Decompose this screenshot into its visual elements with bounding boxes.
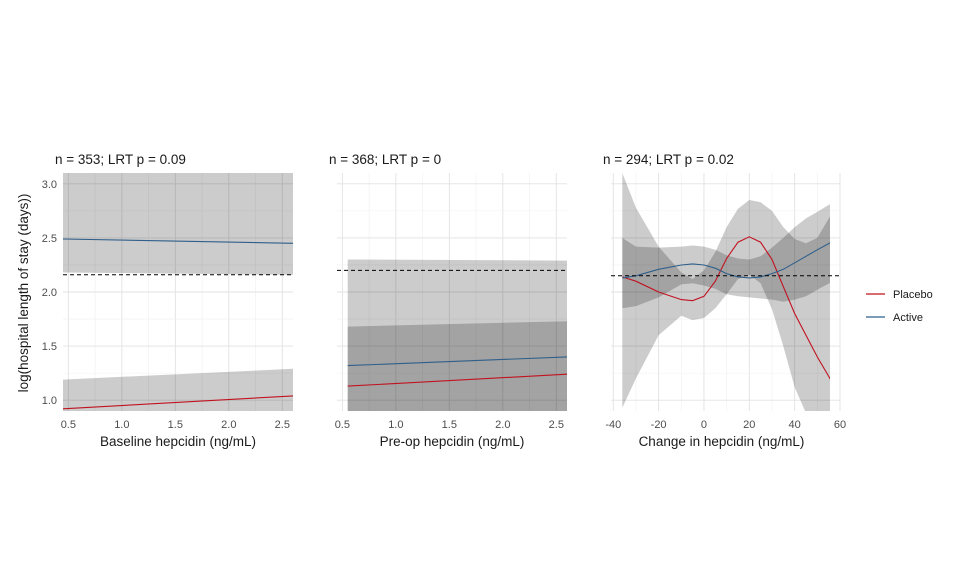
series-line-active [347, 356, 567, 367]
y-tick-label: 1.0 [42, 395, 57, 407]
panel-title: n = 353; LRT p = 0.09 [55, 152, 186, 167]
legend-label-placebo: Placebo [893, 289, 933, 301]
x-tick-label: -40 [605, 419, 621, 431]
x-tick-label: 0 [701, 419, 707, 431]
series-line-active [622, 242, 830, 279]
series-line-placebo [347, 373, 567, 387]
chart-panel-2: n = 368; LRT p = 0 0.5 1.0 1.5 2.0 2.5 Pre-op … [329, 152, 567, 449]
confidence-band-placebo [347, 321, 567, 411]
legend: Placebo Active [866, 289, 933, 324]
x-axis-title: Change in hepcidin (ng/mL) [639, 434, 805, 449]
gridlines [611, 173, 841, 411]
gridlines [337, 173, 567, 411]
x-axis-title: Pre-op hepcidin (ng/mL) [380, 434, 525, 449]
y-tick-label: 1.5 [42, 341, 57, 353]
x-tick-label: 0.5 [335, 419, 350, 431]
y-tick-label: 3.0 [42, 179, 57, 191]
series-line-placebo [63, 395, 293, 410]
x-tick-label: 2.5 [275, 419, 290, 431]
x-tick-label: 60 [834, 419, 846, 431]
gridlines [63, 173, 293, 411]
legend-label-active: Active [893, 312, 923, 324]
series-line-placebo [622, 236, 830, 380]
x-tick-label: -20 [651, 419, 667, 431]
chart-panel-1: n = 353; LRT p = 0.09 0.5 1.0 1.5 2.0 2.5 1.0 1… [42, 152, 293, 449]
x-tick-label: 20 [743, 419, 755, 431]
chart-panel-3: n = 294; LRT p = 0.02 -40 -20 0 20 40 60 Change… [603, 152, 846, 449]
panels-layer: n = 353; LRT p = 0.09 0.5 1.0 1.5 2.0 2.5 1.0 1… [42, 152, 846, 449]
x-tick-label: 40 [789, 419, 801, 431]
confidence-band-placebo [622, 173, 830, 411]
x-tick-label: 1.5 [442, 419, 457, 431]
panel-title: n = 294; LRT p = 0.02 [603, 152, 734, 167]
y-tick-label: 2.5 [42, 233, 57, 245]
confidence-band-active [347, 259, 567, 411]
confidence-band-placebo [63, 368, 293, 411]
panel-title: n = 368; LRT p = 0 [329, 152, 441, 167]
y-tick-label: 2.0 [42, 287, 57, 299]
x-tick-label: 1.0 [388, 419, 403, 431]
x-tick-label: 1.5 [168, 419, 183, 431]
x-tick-label: 1.0 [114, 419, 129, 431]
confidence-band-active [63, 173, 293, 275]
plot-area [622, 173, 830, 411]
y-axis-title: log(hospital length of stay (days)) [16, 194, 31, 393]
confidence-band-active [622, 204, 830, 309]
x-tick-label: 2.0 [221, 419, 236, 431]
x-axis-title: Baseline hepcidin (ng/mL) [100, 434, 256, 449]
x-tick-label: 2.5 [549, 419, 564, 431]
x-tick-label: 0.5 [61, 419, 76, 431]
x-tick-label: 2.0 [495, 419, 510, 431]
plot-area [63, 173, 293, 411]
series-line-active [63, 238, 293, 244]
plot-area [347, 259, 567, 411]
